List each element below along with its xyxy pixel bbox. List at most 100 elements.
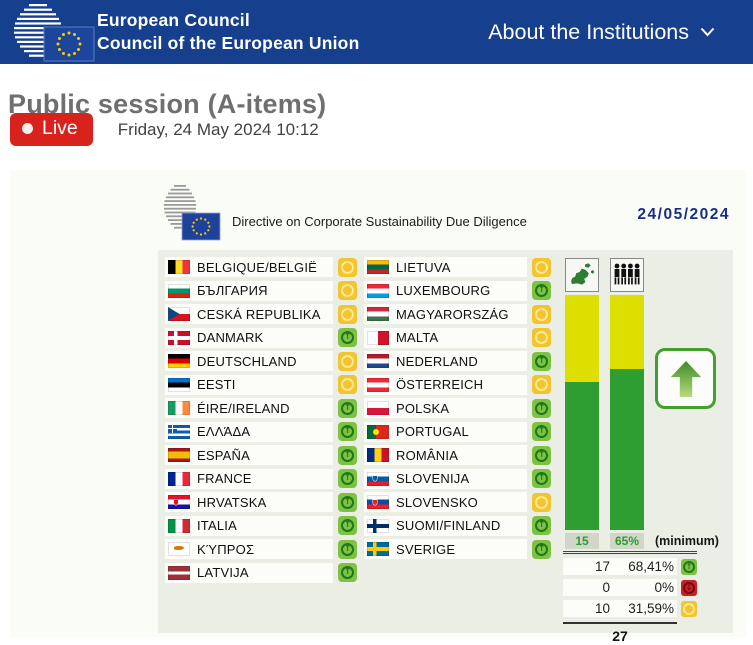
live-badge: Live (10, 113, 93, 146)
country-label: PORTUGAL (364, 421, 527, 442)
nav-about-institutions[interactable]: About the Institutions (488, 0, 715, 64)
country-row: CESKÁ REPUBLIKA (165, 304, 357, 324)
country-name: ΕΛΛΆΔΑ (197, 424, 251, 439)
abstentions-count: 10 (563, 600, 613, 617)
country-flag-icon (168, 401, 190, 415)
europe-map-icon (565, 258, 599, 292)
country-flag-icon (168, 283, 190, 298)
minimum-states-label: 15 (565, 533, 599, 549)
country-name: ÉIRE/IRELAND (197, 400, 290, 416)
org-line2: Council of the European Union (97, 33, 360, 54)
country-flag-icon (168, 471, 190, 486)
country-name: DEUTSCHLAND (197, 353, 297, 369)
live-dot-icon (22, 123, 33, 134)
vote-indicator-favour: ↑ (532, 281, 551, 300)
bar-member-states (565, 295, 599, 530)
country-name: ITALIA (197, 518, 237, 533)
country-name: LIETUVA (396, 259, 451, 275)
council-logo-watermark (160, 185, 224, 243)
result-up-arrow-icon (655, 348, 716, 409)
country-flag-icon (367, 448, 389, 462)
country-column-right: LIETUVA LUXEMBOURG ↑ MAGYARORSZÁG MALTA NEDER… (364, 257, 551, 559)
country-name: ESPAÑA (197, 447, 250, 463)
against-pct: 0% (613, 579, 677, 596)
country-flag-icon (367, 542, 389, 556)
country-row: NEDERLAND ↑ (364, 351, 551, 371)
population-icon (610, 258, 644, 292)
country-label: LATVIJA (165, 562, 333, 583)
country-name: MAGYARORSZÁG (396, 306, 509, 322)
country-label: CESKÁ REPUBLIKA (165, 304, 333, 324)
country-column-left: BELGIQUE/BELGIË БЪЛГАРИЯ CESKÁ REPUBLIKA DA… (165, 257, 357, 583)
minimum-caption: (minimum) (655, 534, 719, 548)
video-frame[interactable]: Directive on Corporate Sustainability Du… (10, 170, 746, 644)
abstentions-pct: 31,59% (613, 600, 677, 617)
country-row: БЪЛГАРИЯ (165, 280, 357, 301)
against-icon: ↓ (677, 579, 697, 596)
country-name: SUOMI/FINLAND (396, 518, 501, 533)
country-name: ÖSTERREICH (396, 377, 484, 392)
country-flag-icon (367, 260, 389, 274)
country-name: ROMÂNIA (396, 447, 459, 463)
country-label: ΕΛΛΆΔΑ (165, 421, 333, 442)
country-row: DEUTSCHLAND (165, 351, 357, 371)
country-flag-icon (168, 354, 190, 368)
vote-indicator-favour: ↑ (338, 492, 357, 512)
country-name: DANMARK (197, 330, 264, 345)
country-row: BELGIQUE/BELGIË (165, 257, 357, 277)
country-flag-icon (168, 542, 190, 556)
vote-indicator-favour: ↑ (532, 516, 551, 535)
country-label: ROMÂNIA (364, 445, 527, 465)
country-label: NEDERLAND (364, 351, 527, 371)
eu-flag-icon (181, 212, 221, 241)
country-flag-icon (168, 377, 190, 392)
country-name: SLOVENIJA (396, 471, 470, 486)
country-label: SUOMI/FINLAND (364, 515, 527, 536)
live-status-row: Live Friday, 24 May 2024 10:12 (10, 113, 319, 146)
country-label: ÖSTERREICH (364, 374, 527, 395)
country-label: ΚΎΠΡΟΣ (165, 539, 333, 559)
minimum-population-label: 65% (610, 533, 644, 549)
vote-indicator-favour: ↑ (532, 422, 551, 441)
country-row: LUXEMBOURG ↑ (364, 280, 551, 301)
country-label: EESTI (165, 374, 333, 395)
country-label: SVERIGE (364, 539, 527, 559)
country-name: POLSKA (396, 400, 450, 416)
vote-indicator-favour: ↑ (338, 469, 357, 488)
country-name: SVERIGE (396, 541, 456, 557)
vote-indicator-abstain (338, 351, 357, 371)
country-flag-icon (168, 307, 190, 321)
vote-indicator-favour: ↑ (532, 539, 551, 559)
country-row: EESTI (165, 374, 357, 395)
country-name: SLOVENSKO (396, 494, 478, 510)
country-flag-icon (168, 424, 190, 439)
country-name: HRVATSKA (197, 494, 267, 510)
vote-indicator-abstain (338, 281, 357, 300)
council-logo[interactable] (10, 3, 98, 63)
country-flag-icon (367, 377, 389, 392)
council-swoosh-icon (14, 4, 62, 57)
in-favour-icon: ↑ (677, 558, 697, 575)
bar-population (610, 295, 644, 530)
country-label: SLOVENSKO (364, 492, 527, 512)
org-title: European Council Council of the European… (97, 9, 359, 55)
council-swoosh-icon (164, 185, 196, 229)
country-row: ÖSTERREICH (364, 374, 551, 395)
country-flag-icon (168, 495, 190, 509)
country-name: MALTA (396, 330, 439, 345)
country-flag-icon (367, 330, 389, 345)
live-label: Live (42, 117, 78, 139)
country-label: FRANCE (165, 468, 333, 489)
country-label: DANMARK (165, 327, 333, 348)
country-row: POLSKA ↑ (364, 398, 551, 418)
country-name: FRANCE (197, 471, 252, 486)
vote-indicator-abstain (532, 375, 551, 394)
vote-subject: Directive on Corporate Sustainability Du… (232, 214, 527, 229)
voting-panel: BELGIQUE/BELGIË БЪЛГАРИЯ CESKÁ REPUBLIKA DA… (158, 250, 733, 644)
country-flag-icon (168, 565, 190, 580)
in-favour-pct: 68,41% (613, 558, 677, 575)
abstentions-icon (677, 600, 697, 617)
country-name: EESTI (197, 377, 236, 392)
vote-indicator-abstain (338, 375, 357, 394)
country-flag-icon (168, 330, 190, 345)
